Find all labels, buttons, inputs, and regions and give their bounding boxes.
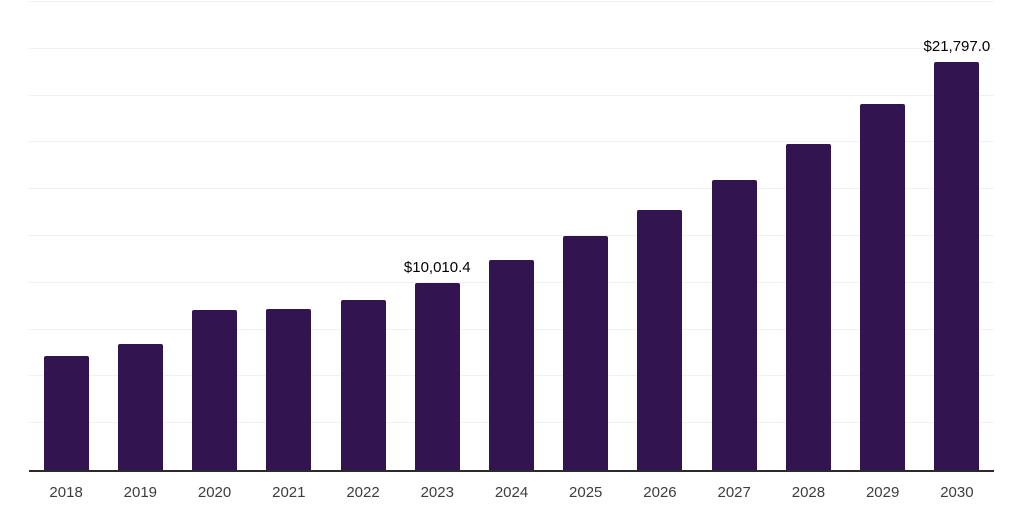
x-tick-label-2027: 2027	[717, 484, 751, 501]
bar-2021	[266, 308, 312, 470]
bar-2020	[192, 309, 238, 470]
gridline-25000	[29, 1, 994, 2]
bar-2019	[117, 343, 163, 470]
bar-2022	[340, 299, 386, 470]
x-tick-label-2029: 2029	[865, 484, 900, 501]
bar-2030	[934, 61, 980, 470]
x-tick-label-2024: 2024	[494, 484, 529, 501]
gridline-22500	[29, 47, 994, 49]
gridline-20000	[29, 94, 994, 96]
value-label-2023: $10,010.4	[403, 258, 471, 276]
x-tick-label-2030: 2030	[940, 484, 974, 501]
x-tick-label-2028: 2028	[791, 484, 826, 501]
x-tick-label-2022: 2022	[346, 484, 380, 501]
x-tick-label-2026: 2026	[643, 484, 677, 501]
gridline-12500	[29, 235, 994, 236]
x-tick-label-2023: 2023	[420, 484, 454, 501]
bar-2018	[43, 355, 89, 470]
bar-2024	[489, 260, 534, 470]
bar-2026	[637, 209, 683, 470]
bar-2027	[711, 179, 757, 470]
gridline-17500	[29, 141, 994, 143]
x-tick-label-2020: 2020	[197, 484, 232, 501]
x-tick-label-2021: 2021	[272, 484, 306, 501]
x-tick-label-2018: 2018	[49, 484, 83, 501]
value-label-2030: $21,797.0	[923, 37, 991, 55]
bar-2029	[860, 104, 906, 470]
bar-2025	[563, 236, 609, 470]
bar-2028	[785, 144, 831, 470]
x-tick-label-2019: 2019	[123, 484, 158, 501]
x-tick-label-2025: 2025	[569, 484, 603, 501]
plot-area: $10,010.4 $21,797.0	[29, 1, 994, 472]
gridline-15000	[29, 188, 994, 190]
bar-2023	[414, 282, 460, 470]
